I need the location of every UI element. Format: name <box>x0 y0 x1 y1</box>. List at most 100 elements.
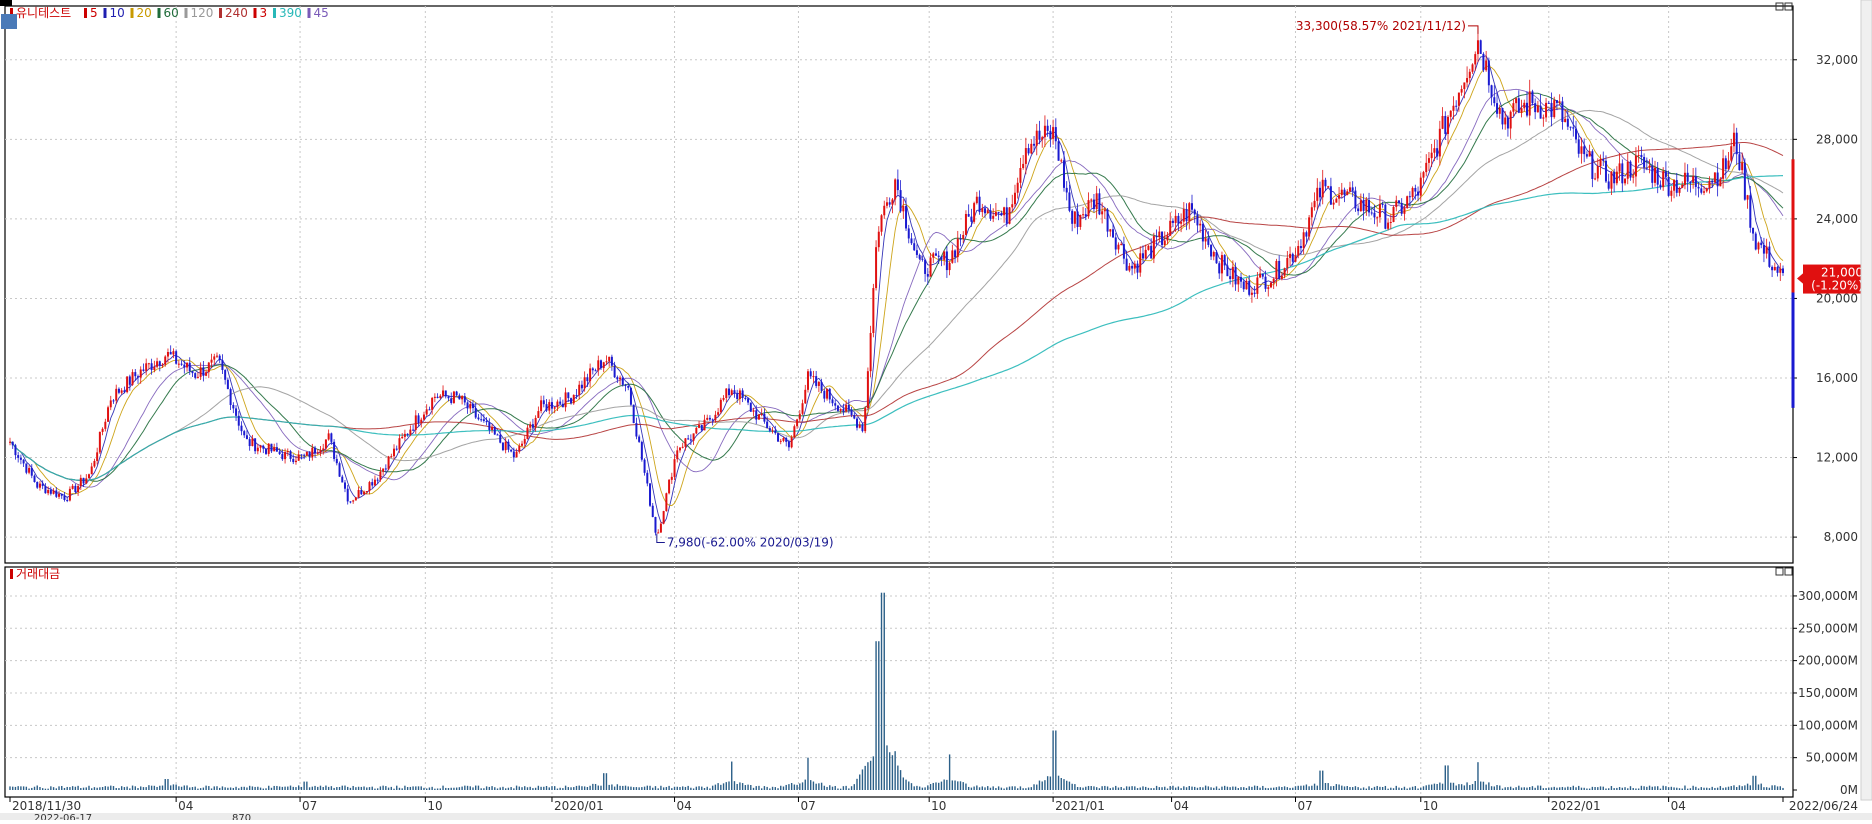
candle-body <box>1005 207 1008 224</box>
volume-bar <box>9 786 11 790</box>
volume-bar <box>314 785 316 790</box>
candle-body <box>1324 179 1327 187</box>
volume-bar <box>1605 788 1607 790</box>
candle-body <box>932 253 935 258</box>
candle-body <box>1163 240 1166 245</box>
volume-bar <box>172 784 175 790</box>
price-tick-label: 28,000 <box>1816 132 1858 146</box>
candle-body <box>1278 260 1281 279</box>
axes-layer: 8,000 12,000 16,000 20,000 24,000 28,000 32,00… <box>9 53 1858 813</box>
volume-bar <box>1109 788 1111 790</box>
candle-body <box>322 448 325 450</box>
volume-bar <box>861 769 864 790</box>
candle-body <box>273 447 276 452</box>
volume-bar <box>1782 787 1784 790</box>
candle-body <box>670 476 673 480</box>
x-tick-label: 04 <box>178 799 193 813</box>
volume-bar <box>1202 787 1204 790</box>
candle-body <box>107 407 110 422</box>
candle-body <box>1106 209 1109 232</box>
volume-bar <box>894 751 896 790</box>
volume-bar <box>483 788 485 790</box>
volume-bar <box>641 787 643 790</box>
volume-bar <box>1686 788 1689 790</box>
volume-bar <box>417 786 420 790</box>
volume-bar <box>142 787 145 790</box>
volume-bar <box>796 784 798 790</box>
volume-bar <box>1534 787 1536 790</box>
volume-bar <box>524 786 526 790</box>
volume-bar <box>1561 786 1564 790</box>
candle-body <box>1673 180 1676 191</box>
candle-body <box>1231 266 1234 280</box>
right-scrollbar[interactable] <box>1860 0 1872 801</box>
volume-bar <box>902 777 905 790</box>
candle-body <box>145 363 148 371</box>
volume-bar <box>101 786 104 790</box>
candle-body <box>1621 163 1624 184</box>
candle-body <box>684 438 687 447</box>
candle-body <box>719 399 722 413</box>
candle-body <box>619 377 622 380</box>
volume-bar <box>935 782 937 790</box>
volume-bar <box>1251 786 1253 790</box>
candle-body <box>534 417 537 428</box>
volume-bar <box>148 785 150 790</box>
candle-body <box>422 414 425 420</box>
candle-body <box>523 438 526 444</box>
volume-bar <box>205 785 207 790</box>
candle-body <box>915 250 918 255</box>
candle-body <box>640 441 643 460</box>
candle-body <box>845 404 848 412</box>
volume-bar <box>1537 785 1539 790</box>
volume-bar <box>232 787 235 790</box>
volume-bar <box>1708 788 1711 790</box>
volume-bar <box>219 787 221 790</box>
candle-body <box>798 413 801 420</box>
candle-body <box>1403 207 1406 214</box>
volume-bar <box>1447 765 1449 790</box>
volume-bar <box>910 783 913 790</box>
volume-maximize-icon[interactable] <box>1784 567 1793 576</box>
bottom-period-field[interactable]: 2022-06-17 <box>34 813 92 824</box>
chart-toolbar-icon[interactable] <box>1 14 17 29</box>
volume-bar <box>118 788 120 790</box>
volume-bar <box>886 745 888 790</box>
candle-body <box>477 417 480 420</box>
volume-bar <box>47 788 49 790</box>
panel-maximize-icon[interactable] <box>1784 2 1793 11</box>
volume-bar <box>1134 786 1136 790</box>
x-tick-label: 2018/11/30 <box>12 799 81 813</box>
volume-bar <box>962 782 964 790</box>
volume-bar <box>717 783 719 790</box>
chart-menu-icon[interactable] <box>0 0 12 6</box>
volume-bar <box>692 788 695 790</box>
candle-body <box>757 414 760 420</box>
volume-bar <box>1730 786 1732 790</box>
volume-bar <box>1550 787 1553 790</box>
candle-body <box>1084 214 1087 217</box>
candle-body <box>1545 102 1548 118</box>
candle-body <box>1117 244 1120 250</box>
bottom-count-field[interactable]: 870 <box>232 813 251 824</box>
volume-bar <box>1087 785 1090 790</box>
volume-bar <box>1643 786 1645 790</box>
candle-body <box>63 495 66 500</box>
price-tick-label: 12,000 <box>1816 451 1858 465</box>
candle-body <box>1490 85 1493 98</box>
candle-body <box>975 196 978 204</box>
candle-body <box>1711 180 1714 183</box>
candle-body <box>1501 107 1504 125</box>
volume-bar <box>521 787 523 790</box>
volume-bar <box>1000 787 1003 790</box>
volume-bar <box>1607 788 1610 790</box>
volume-bar <box>946 779 948 790</box>
volume-minimize-icon[interactable] <box>1775 567 1784 576</box>
price-tick-label: 24,000 <box>1816 212 1858 226</box>
volume-bar <box>1264 787 1267 790</box>
volume-bar <box>1526 787 1528 790</box>
panel-minimize-icon[interactable] <box>1775 2 1784 11</box>
volume-bar <box>338 787 341 790</box>
candle-body <box>1286 257 1289 269</box>
candle-body <box>1406 196 1409 208</box>
